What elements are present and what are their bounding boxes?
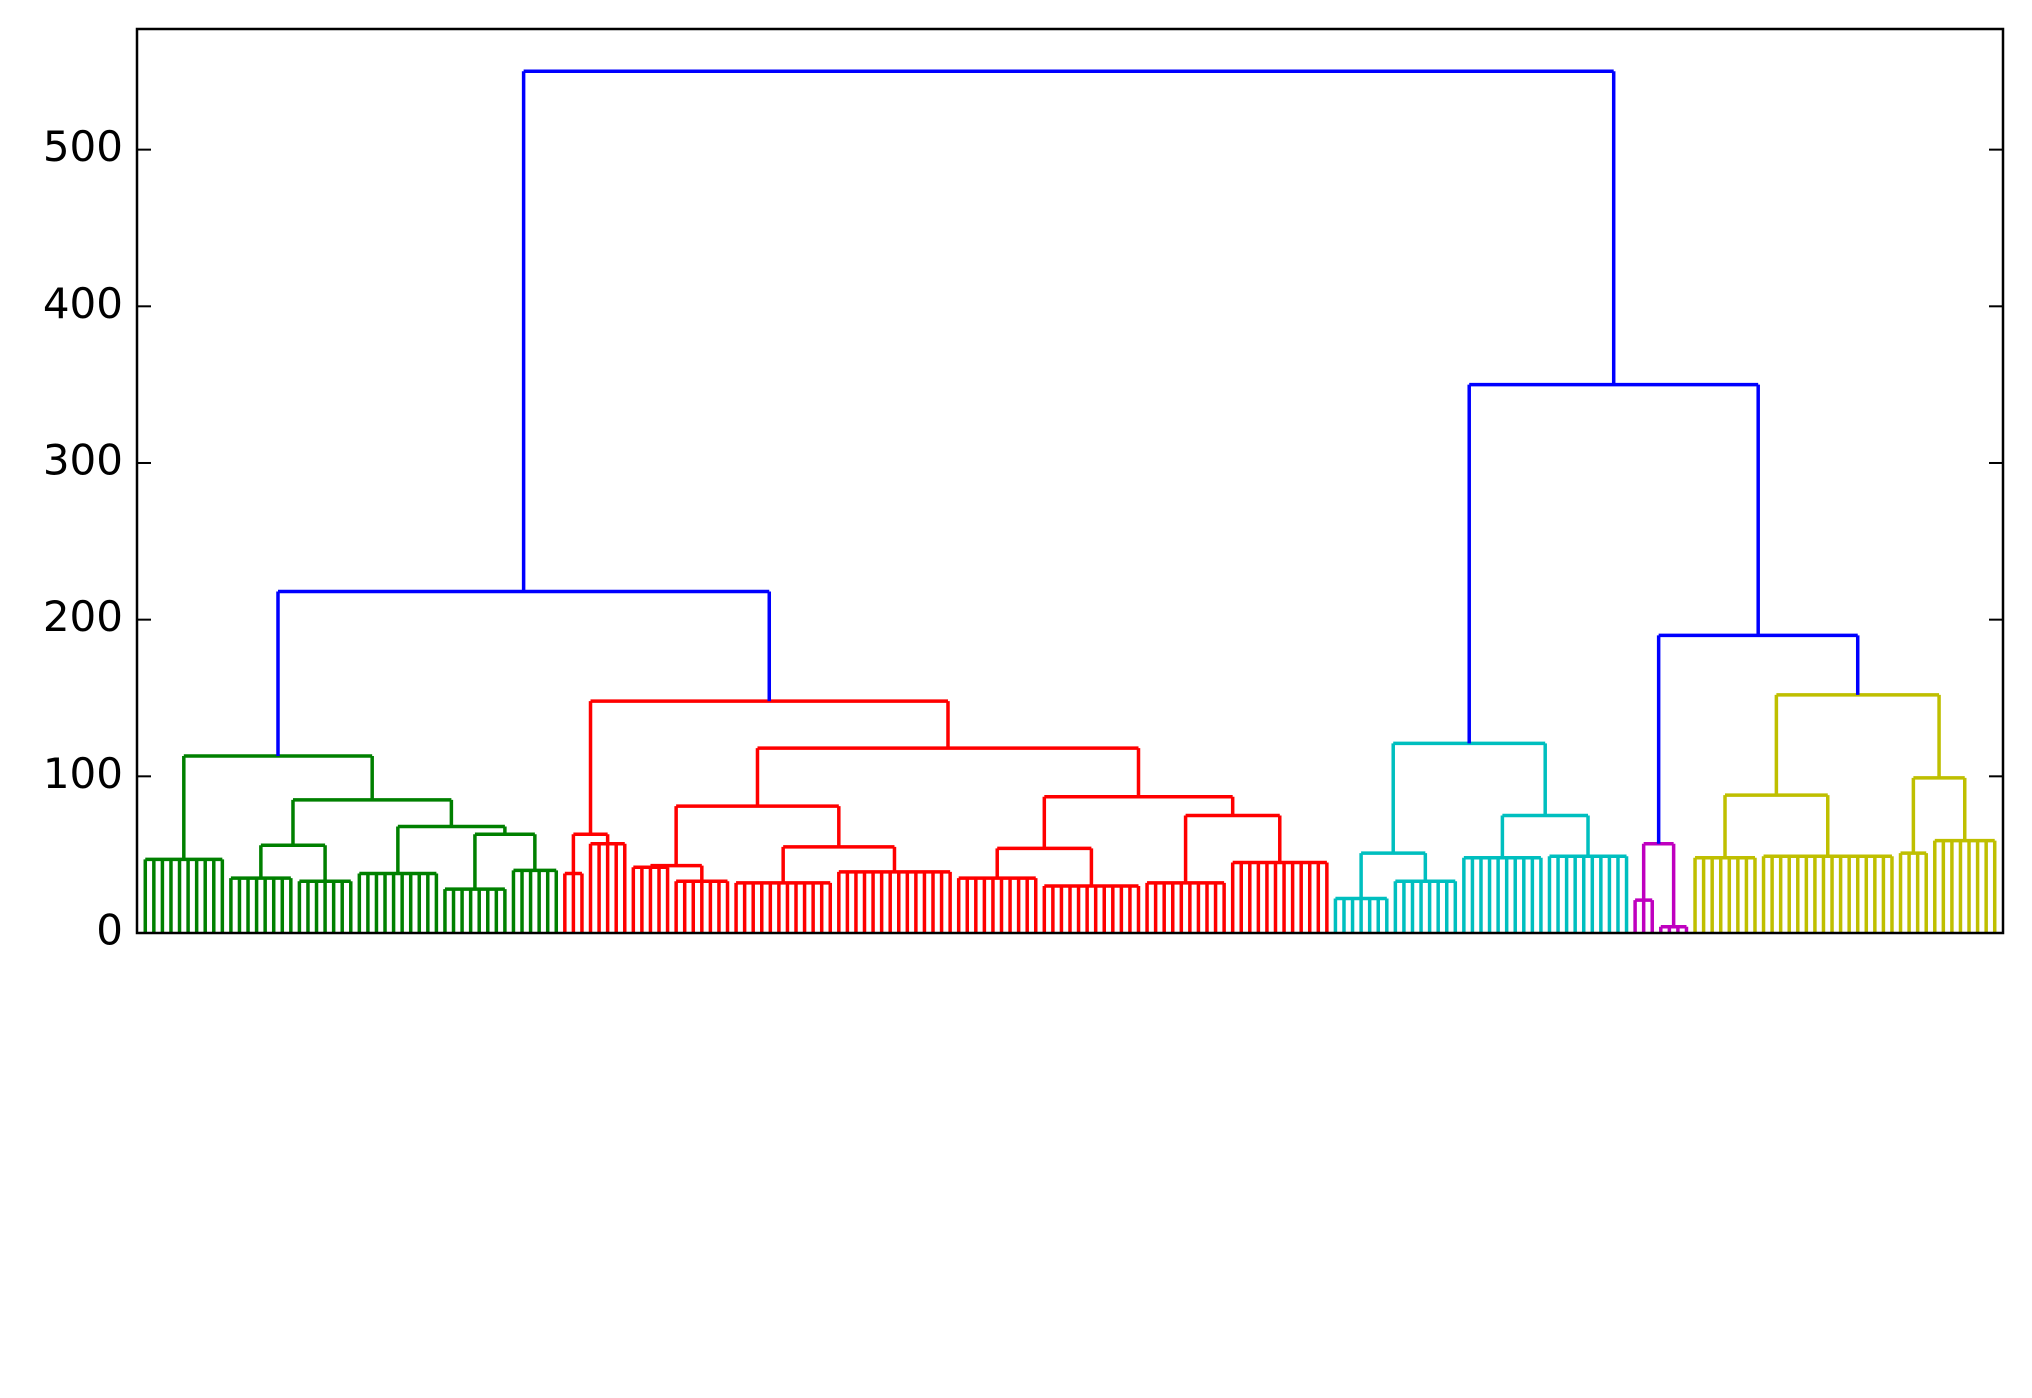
link <box>259 843 327 882</box>
link <box>1467 382 1760 744</box>
leaf-link <box>588 841 627 933</box>
leaf-link <box>229 876 293 933</box>
link <box>521 69 1616 592</box>
y-tick-label: 100 <box>43 749 123 798</box>
leaf-link <box>357 871 439 933</box>
link <box>1391 741 1547 854</box>
leaf-link <box>1145 881 1226 933</box>
link <box>588 699 950 835</box>
leaf-link <box>297 879 353 933</box>
leaf-link <box>1333 896 1389 933</box>
link <box>1774 693 1941 796</box>
leaf-link <box>1462 856 1543 933</box>
link <box>396 824 507 874</box>
leaf-link <box>1393 879 1458 933</box>
y-tick-label: 300 <box>43 435 123 484</box>
y-tick-label: 200 <box>43 592 123 641</box>
leaf-link <box>1693 856 1757 933</box>
leaf-link <box>837 870 952 933</box>
leaf-link <box>511 868 559 933</box>
link <box>648 863 704 882</box>
leaf-link <box>143 857 225 933</box>
link <box>1500 813 1590 858</box>
link <box>1641 841 1676 927</box>
leaf-link <box>1761 854 1894 933</box>
link <box>473 832 537 890</box>
link <box>1723 793 1830 858</box>
plot-frame <box>135 27 2005 935</box>
link <box>1359 851 1428 899</box>
link <box>674 804 841 866</box>
link <box>276 589 772 756</box>
leaf-link <box>1547 854 1629 933</box>
link <box>995 846 1094 886</box>
leaf-link <box>1933 838 1997 933</box>
leaf-link <box>674 879 730 933</box>
link <box>1042 794 1235 849</box>
y-tick-label: 0 <box>96 906 123 955</box>
leaf-link <box>734 881 833 933</box>
leaf-link <box>1898 851 1928 933</box>
link <box>291 798 454 846</box>
leaf-link <box>443 887 507 933</box>
leaf-link <box>631 865 670 933</box>
leaf-link <box>1633 898 1654 933</box>
link <box>1183 813 1282 883</box>
leaf-link <box>1042 884 1141 933</box>
leaf-link <box>563 871 584 933</box>
link <box>755 746 1141 807</box>
y-tick-label: 500 <box>43 122 123 171</box>
y-tick-label: 400 <box>43 279 123 328</box>
leaf-link <box>1230 860 1329 933</box>
leaf-link <box>956 876 1038 933</box>
